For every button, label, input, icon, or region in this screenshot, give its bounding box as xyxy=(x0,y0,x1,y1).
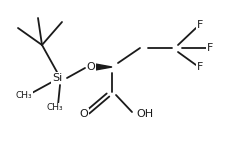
Text: F: F xyxy=(197,62,203,72)
Text: O: O xyxy=(87,62,95,72)
Text: Si: Si xyxy=(52,73,62,83)
Text: OH: OH xyxy=(136,109,153,119)
Text: CH₃: CH₃ xyxy=(47,103,63,113)
Text: F: F xyxy=(207,43,213,53)
Text: CH₃: CH₃ xyxy=(16,92,32,101)
Text: F: F xyxy=(197,20,203,30)
Polygon shape xyxy=(91,63,112,71)
Text: O: O xyxy=(80,109,88,119)
